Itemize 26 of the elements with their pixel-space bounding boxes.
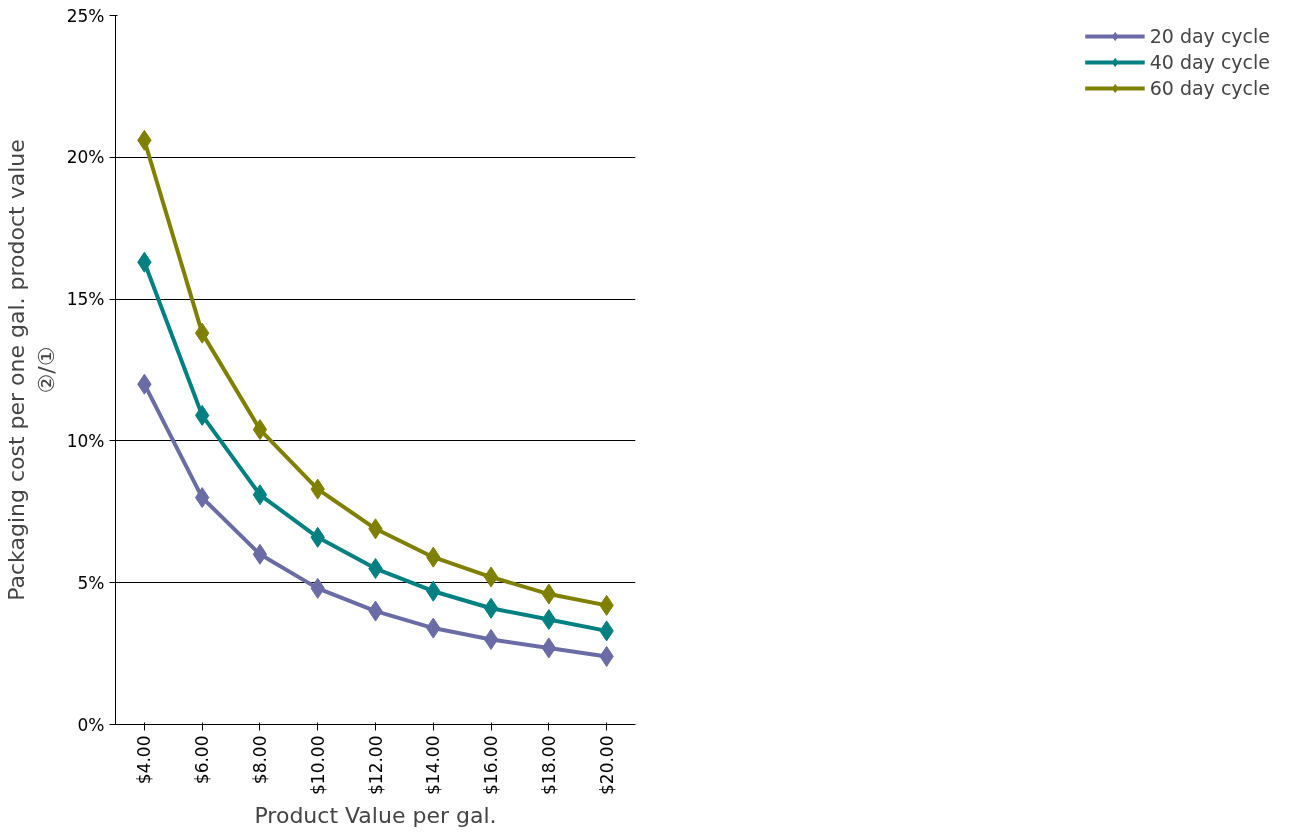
x-tick-label: $6.00 (192, 735, 213, 785)
y-tick-label: 10% (66, 430, 105, 451)
point (252, 484, 268, 506)
x-axis-title: Product Value per gal. (254, 802, 497, 828)
x-tick-label: $10.00 (307, 735, 328, 795)
x-tick-label: $4.00 (134, 735, 155, 785)
y-tick-label: 20% (66, 147, 105, 168)
point (483, 597, 499, 619)
x-tick-label: $12.00 (365, 735, 386, 795)
legend-label: 20 day cycle (1149, 25, 1270, 47)
y-tick-label: 25% (66, 5, 105, 26)
legend-label: 60 day cycle (1149, 77, 1270, 99)
x-tick-label: $18.00 (538, 735, 559, 795)
y-tick-label: 0% (77, 714, 105, 735)
y-axis-title: Packaging cost per one gal. prodoct value ②/① (3, 139, 59, 601)
x-tick-label: $14.00 (423, 735, 444, 795)
y-tick-label: 5% (77, 572, 105, 593)
x-tick-label: $20.00 (596, 735, 617, 795)
x-tick-label: $16.00 (481, 735, 502, 795)
y-tick-label: 15% (66, 289, 105, 310)
point (252, 543, 268, 565)
x-tick-label: $8.00 (249, 735, 270, 785)
legend-label: 40 day cycle (1149, 51, 1270, 73)
point (252, 419, 268, 441)
point (483, 566, 499, 588)
point (483, 628, 499, 650)
